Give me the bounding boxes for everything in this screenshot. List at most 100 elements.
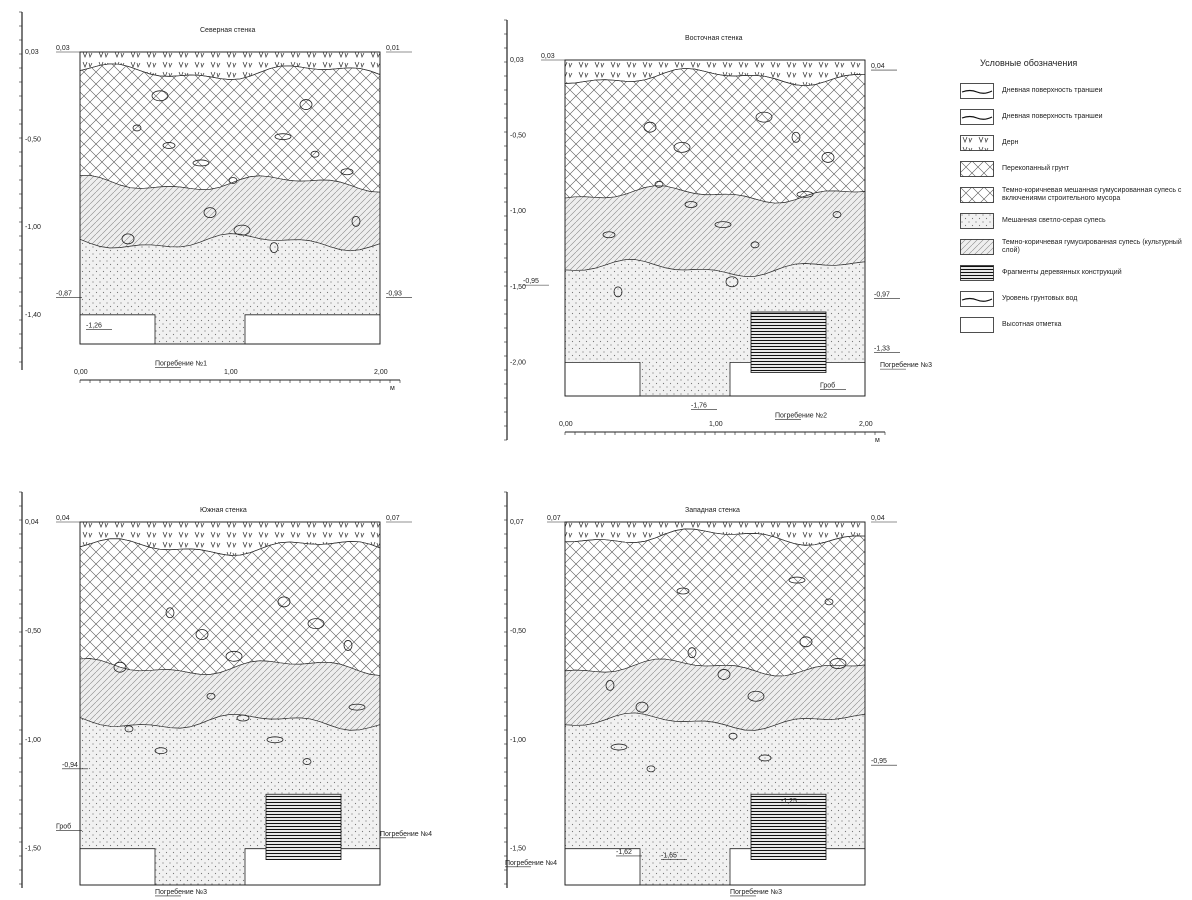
stone — [643, 121, 657, 133]
legend-item: Перекопанный грунт — [960, 160, 1190, 178]
legend-item: Дневная поверхность траншеи — [960, 82, 1190, 100]
wood-remains — [750, 311, 827, 373]
stone — [348, 703, 366, 711]
swatch-box — [960, 213, 994, 229]
stone — [310, 150, 320, 158]
scale-label: -1,00 — [510, 737, 526, 744]
section-frame — [79, 51, 381, 345]
annotation: 0,07 — [547, 515, 561, 522]
scale-label: -1,00 — [25, 224, 41, 231]
legend-label: Дневная поверхность траншеи — [1002, 113, 1103, 120]
annotation: -0,97 — [874, 292, 890, 299]
swatch-box — [960, 317, 994, 333]
stone — [676, 587, 690, 595]
stone — [646, 765, 656, 773]
stone — [299, 99, 313, 110]
legend-item: Дневная поверхность траншеи — [960, 108, 1190, 126]
stone — [206, 692, 216, 700]
legend-label: Перекопанный грунт — [1002, 165, 1069, 172]
stone — [121, 233, 135, 245]
x-scale-label: 1,00 — [709, 421, 723, 428]
annotation: -0,95 — [871, 758, 887, 765]
legend-swatch — [960, 291, 994, 307]
legend-swatch — [960, 161, 994, 177]
scale-label: -0,50 — [510, 133, 526, 140]
stone — [154, 747, 168, 755]
x-scale-label: 2,00 — [374, 369, 388, 376]
stone — [124, 725, 134, 733]
soil-layer — [564, 67, 866, 204]
x-scale-unit: м — [875, 437, 880, 444]
swatch-box — [960, 291, 994, 307]
wood-remains — [265, 793, 342, 860]
annotation: -1,65 — [661, 853, 677, 860]
annotation: Погребение №4 — [505, 859, 557, 867]
swatch-box — [960, 239, 994, 255]
annotation: 0,04 — [871, 515, 885, 522]
panel-title: Северная стенка — [200, 27, 255, 34]
stone — [799, 636, 813, 648]
stone — [829, 658, 847, 669]
scale-label: -1,50 — [510, 846, 526, 853]
swatch-line — [961, 89, 993, 94]
swatch-line — [961, 297, 993, 302]
stone — [717, 669, 731, 680]
legend-item: Темно-коричневая мешанная гумусированная… — [960, 186, 1190, 204]
stone — [714, 221, 732, 229]
x-scale-label: 0,00 — [74, 369, 88, 376]
scale-label: 0,03 — [510, 57, 524, 64]
stone — [307, 618, 325, 630]
stone — [195, 629, 209, 640]
stone — [605, 679, 615, 691]
legend-swatch — [960, 239, 994, 255]
legend-label: Дерн — [1002, 139, 1019, 146]
stone — [788, 576, 806, 584]
annotation: 0,01 — [386, 45, 400, 52]
legend-swatch — [960, 109, 994, 125]
stone — [635, 701, 649, 713]
legend-label: Мешанная светло-серая супесь — [1002, 217, 1106, 224]
annotation: Погребение №4 — [380, 830, 432, 838]
stone — [750, 241, 760, 249]
stone — [728, 732, 738, 740]
legend-swatch — [960, 83, 994, 99]
x-scale-label: 2,00 — [859, 421, 873, 428]
legend-swatch — [960, 187, 994, 203]
stone — [654, 180, 664, 188]
swatch-box — [960, 109, 994, 125]
stone — [151, 90, 169, 102]
scale-label: -1,00 — [510, 208, 526, 215]
annotation: -1,25 — [781, 798, 797, 805]
stone — [351, 215, 361, 227]
scale-label: -0,50 — [25, 137, 41, 144]
stone — [832, 211, 842, 218]
annotation: 0,04 — [871, 63, 885, 70]
stone — [602, 231, 616, 239]
scale-label: -1,50 — [510, 284, 526, 291]
stone — [162, 142, 176, 149]
stone — [228, 177, 238, 184]
legend-label: Дневная поверхность траншеи — [1002, 87, 1103, 94]
stone — [673, 141, 691, 153]
annotation: -1,26 — [86, 322, 102, 329]
x-scale-unit: м — [390, 385, 395, 392]
swatch-box — [960, 265, 994, 281]
section-frame — [564, 59, 866, 397]
scale-label: 0,03 — [25, 49, 39, 56]
legend-item: Уровень грунтовых вод — [960, 290, 1190, 308]
stone — [343, 640, 353, 651]
scale-label: -1,00 — [25, 737, 41, 744]
stone — [277, 596, 291, 608]
soil-layer — [564, 185, 866, 277]
annotation: Погребение №2 — [775, 412, 827, 420]
legend-swatch — [960, 135, 994, 151]
annotation: Гроб — [820, 381, 835, 389]
annotation: -0,95 — [523, 278, 539, 285]
legend: Условные обозначения Дневная поверхность… — [960, 58, 1190, 342]
stone — [192, 159, 210, 167]
stone — [236, 714, 250, 722]
legend-swatch — [960, 317, 994, 333]
swatch-box — [960, 83, 994, 99]
